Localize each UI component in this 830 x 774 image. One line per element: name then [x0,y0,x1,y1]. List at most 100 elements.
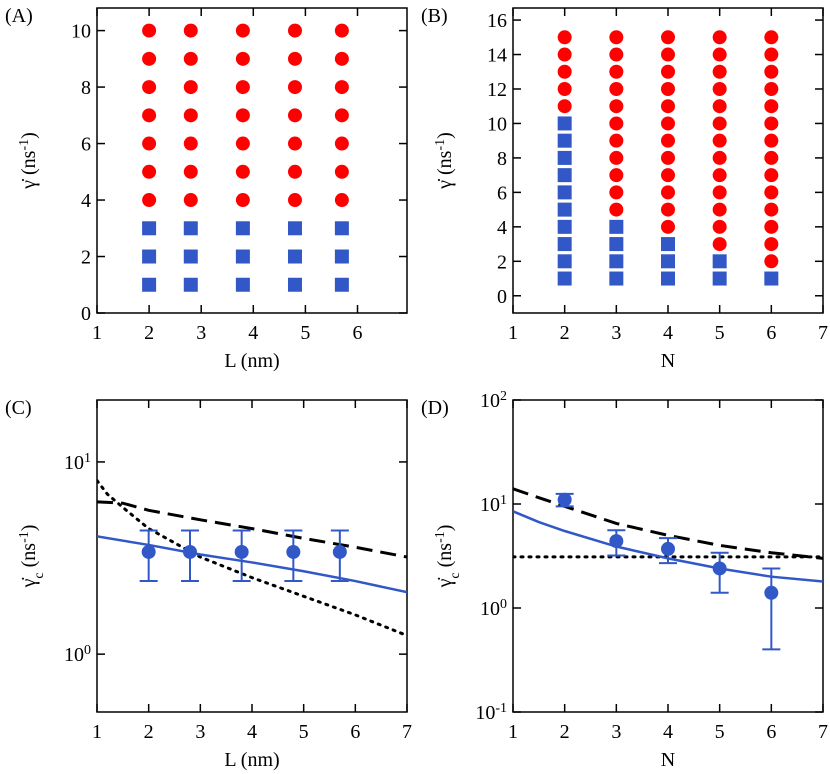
point [661,81,675,96]
y-tick-label: 4 [497,217,507,239]
point [712,47,727,62]
x-tick-label: 7 [402,721,412,743]
point [661,254,675,269]
y-tick-label: 10-1 [475,701,507,725]
x-axis-label: L (nm) [224,749,279,771]
point [557,150,572,165]
point [557,133,572,148]
plot-area [97,479,407,638]
y-tick-label: 8 [81,77,91,99]
point [661,202,675,217]
point [287,164,302,179]
point [334,51,349,66]
y-axis-label: γ̇c (ns-1) [17,525,47,589]
point [557,185,572,200]
point [235,277,250,292]
point [235,80,250,95]
curve [97,535,407,594]
point [661,116,675,131]
curve [513,487,823,560]
curve [97,500,407,559]
point [661,150,675,165]
curve [97,479,407,638]
point [764,30,779,45]
point [712,219,727,234]
y-tick-label: 6 [497,182,507,204]
point [661,219,675,234]
point [287,23,302,38]
point [235,193,250,208]
point [764,64,779,79]
x-tick-label: 2 [560,721,570,743]
error-bar [762,567,781,651]
x-tick-label: 4 [663,721,673,743]
point [287,277,302,292]
point [142,277,157,292]
point [142,164,157,179]
point [557,271,572,286]
x-tick-label: 7 [818,721,828,743]
point [661,99,675,114]
x-tick-label: 4 [248,322,258,344]
point [334,193,349,208]
point [235,164,250,179]
y-axis-label: γ̇ (ns-1) [17,132,41,190]
plot-area [142,23,349,292]
point [712,561,727,576]
point [661,30,675,45]
point [609,168,624,183]
point [183,80,198,95]
x-tick-label: 7 [818,322,828,344]
point [609,237,624,252]
y-tick-label: 4 [81,190,91,212]
point [609,185,624,200]
y-tick-label: 101 [64,450,91,474]
point [334,80,349,95]
point [334,164,349,179]
point [712,99,727,114]
point [142,51,157,66]
x-tick-label: 3 [611,721,621,743]
x-tick-label: 1 [92,322,102,344]
panel-label: (A) [5,5,33,27]
y-tick-label: 2 [497,251,507,273]
point [609,534,624,549]
point [142,108,157,123]
point [142,249,157,264]
x-tick-label: 3 [196,322,206,344]
point [609,219,624,234]
point [764,254,779,269]
point [764,202,779,217]
point [661,168,675,183]
x-tick-label: 6 [353,322,363,344]
point [334,221,349,236]
point [609,150,624,165]
point [235,136,250,151]
point [557,492,572,507]
point [235,221,250,236]
point [764,271,779,286]
point [712,254,727,269]
point [764,133,779,148]
y-tick-label: 12 [487,79,507,101]
point [661,133,675,148]
point [712,202,727,217]
point [142,80,157,95]
point [609,202,624,217]
point [183,164,198,179]
x-tick-label: 6 [350,721,360,743]
point [661,271,675,286]
point [287,249,302,264]
plot-area [557,30,779,286]
x-tick-label: 6 [766,322,776,344]
y-tick-label: 101 [480,493,507,517]
panel-label: (B) [421,5,448,27]
point [764,168,779,183]
point [557,64,572,79]
point [334,23,349,38]
point [235,108,250,123]
point [183,136,198,151]
point [712,271,727,286]
point [557,81,572,96]
